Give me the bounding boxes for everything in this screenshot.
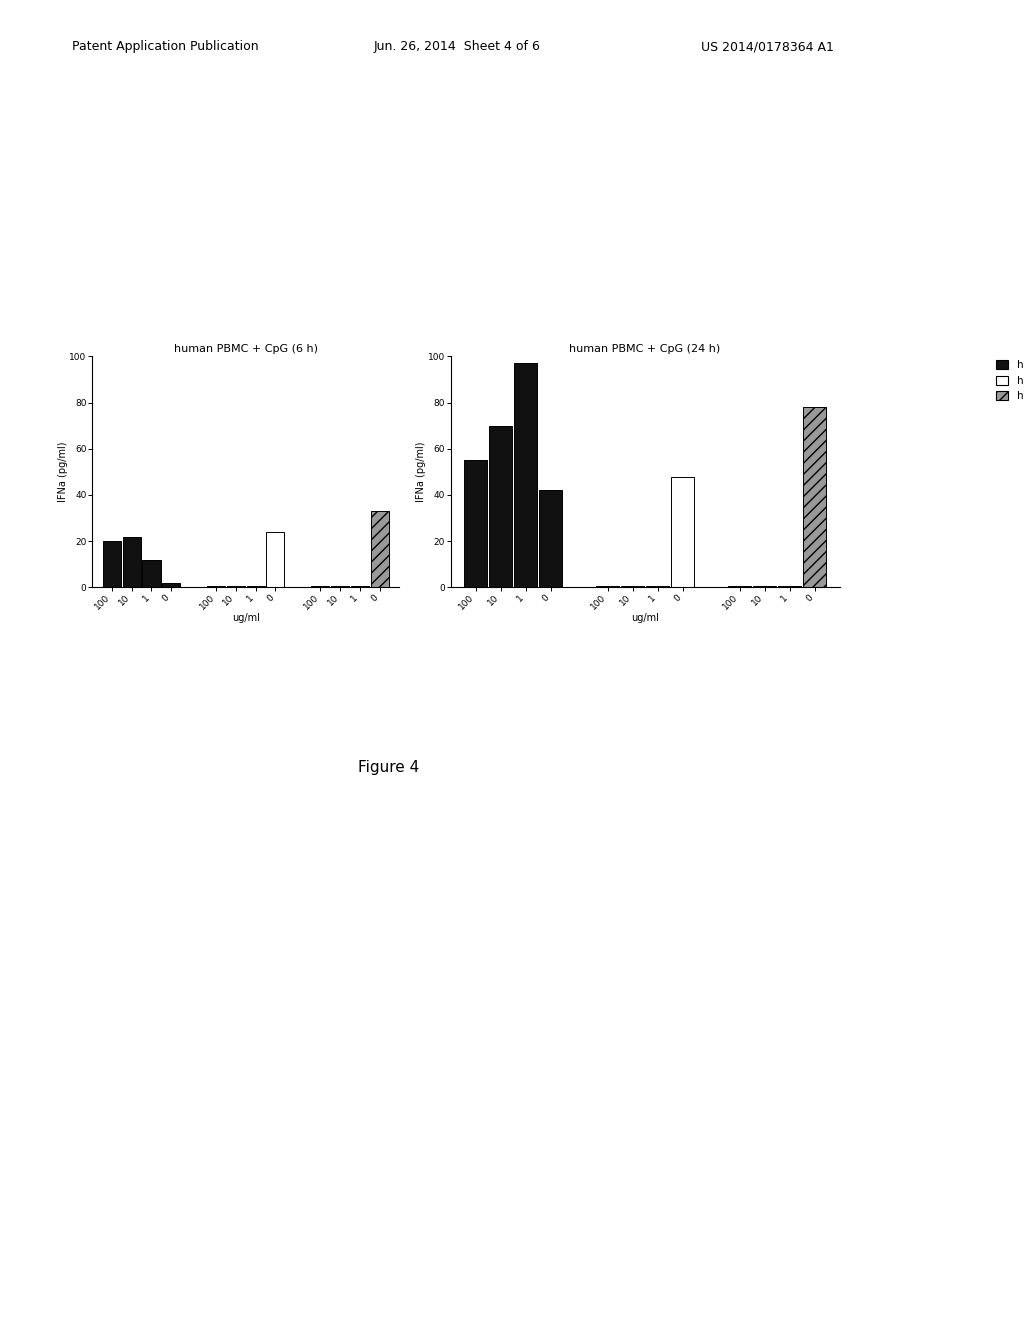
Bar xyxy=(540,491,562,587)
Title: human PBMC + CpG (24 h): human PBMC + CpG (24 h) xyxy=(569,345,721,354)
Y-axis label: IFNa (pg/ml): IFNa (pg/ml) xyxy=(58,442,68,502)
Bar xyxy=(803,407,826,587)
Text: US 2014/0178364 A1: US 2014/0178364 A1 xyxy=(701,40,835,53)
Legend: hz7G3, hz7G3 V3, hz7G3 V1: hz7G3, hz7G3 V3, hz7G3 V1 xyxy=(992,356,1024,404)
Text: Figure 4: Figure 4 xyxy=(358,760,420,775)
Text: Jun. 26, 2014  Sheet 4 of 6: Jun. 26, 2014 Sheet 4 of 6 xyxy=(374,40,541,53)
Bar xyxy=(123,536,140,587)
Bar xyxy=(514,363,538,587)
X-axis label: ug/ml: ug/ml xyxy=(631,612,659,623)
Bar xyxy=(371,511,389,587)
Bar xyxy=(489,425,512,587)
X-axis label: ug/ml: ug/ml xyxy=(231,612,260,623)
Text: Patent Application Publication: Patent Application Publication xyxy=(72,40,258,53)
Bar xyxy=(266,532,285,587)
Title: human PBMC + CpG (6 h): human PBMC + CpG (6 h) xyxy=(174,345,317,354)
Bar xyxy=(162,583,180,587)
Y-axis label: IFNa (pg/ml): IFNa (pg/ml) xyxy=(417,442,426,502)
Bar xyxy=(464,461,487,587)
Bar xyxy=(102,541,121,587)
Bar xyxy=(142,560,161,587)
Bar xyxy=(671,477,694,587)
